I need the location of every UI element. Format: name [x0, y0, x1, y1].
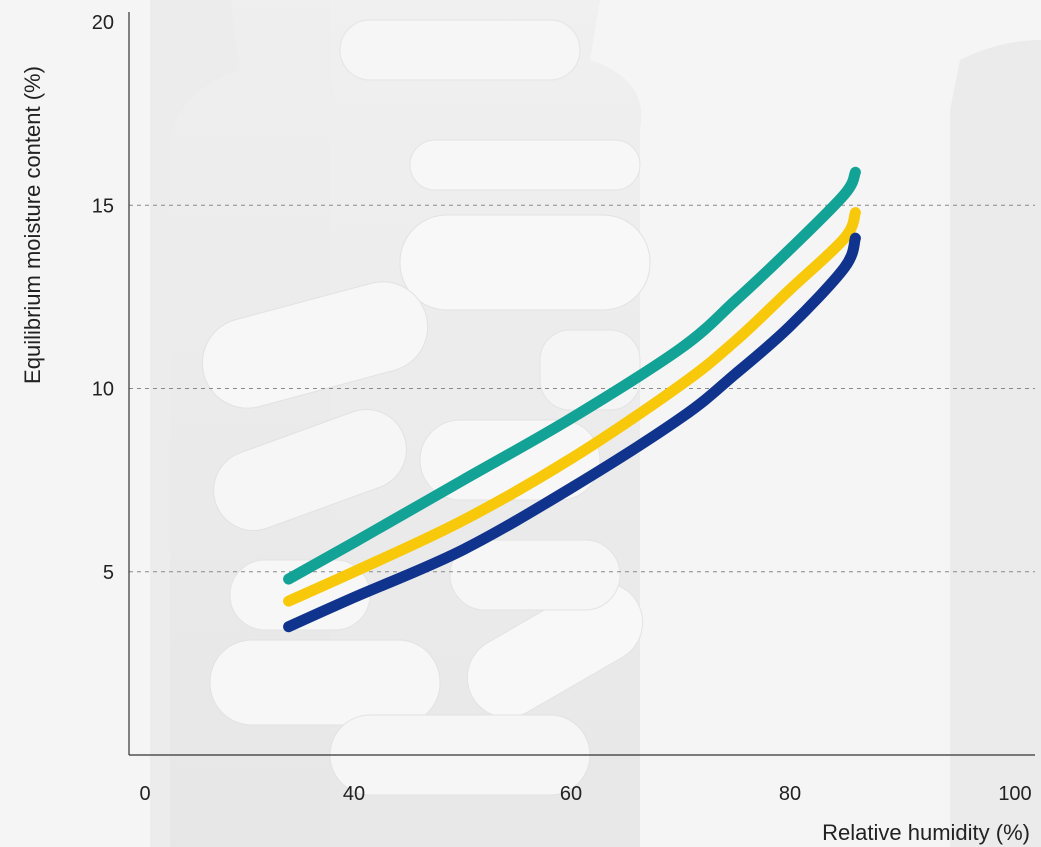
x-tick-label: 40 — [343, 783, 365, 805]
y-tick-label: 10 — [92, 379, 114, 401]
series-line-2 — [283, 207, 861, 607]
y-axis-title: Equilibrium moisture content (%) — [20, 66, 45, 384]
series-line-1 — [283, 166, 861, 585]
y-tick-label: 20 — [92, 12, 114, 34]
x-tick-label: 100 — [998, 783, 1031, 805]
y-tick-label: 15 — [92, 195, 114, 217]
tick-labels: 5 10 15 20 0 40 60 80 100 — [92, 12, 1032, 805]
series-lines — [283, 166, 861, 633]
y-tick-label: 5 — [103, 562, 114, 584]
x-tick-label: 0 — [139, 783, 150, 805]
x-tick-label: 80 — [779, 783, 801, 805]
x-tick-label: 60 — [560, 783, 582, 805]
series-line-3 — [283, 232, 861, 633]
axes — [128, 12, 1035, 756]
x-axis-title: Relative humidity (%) — [822, 820, 1030, 845]
gridlines — [129, 204, 1035, 573]
